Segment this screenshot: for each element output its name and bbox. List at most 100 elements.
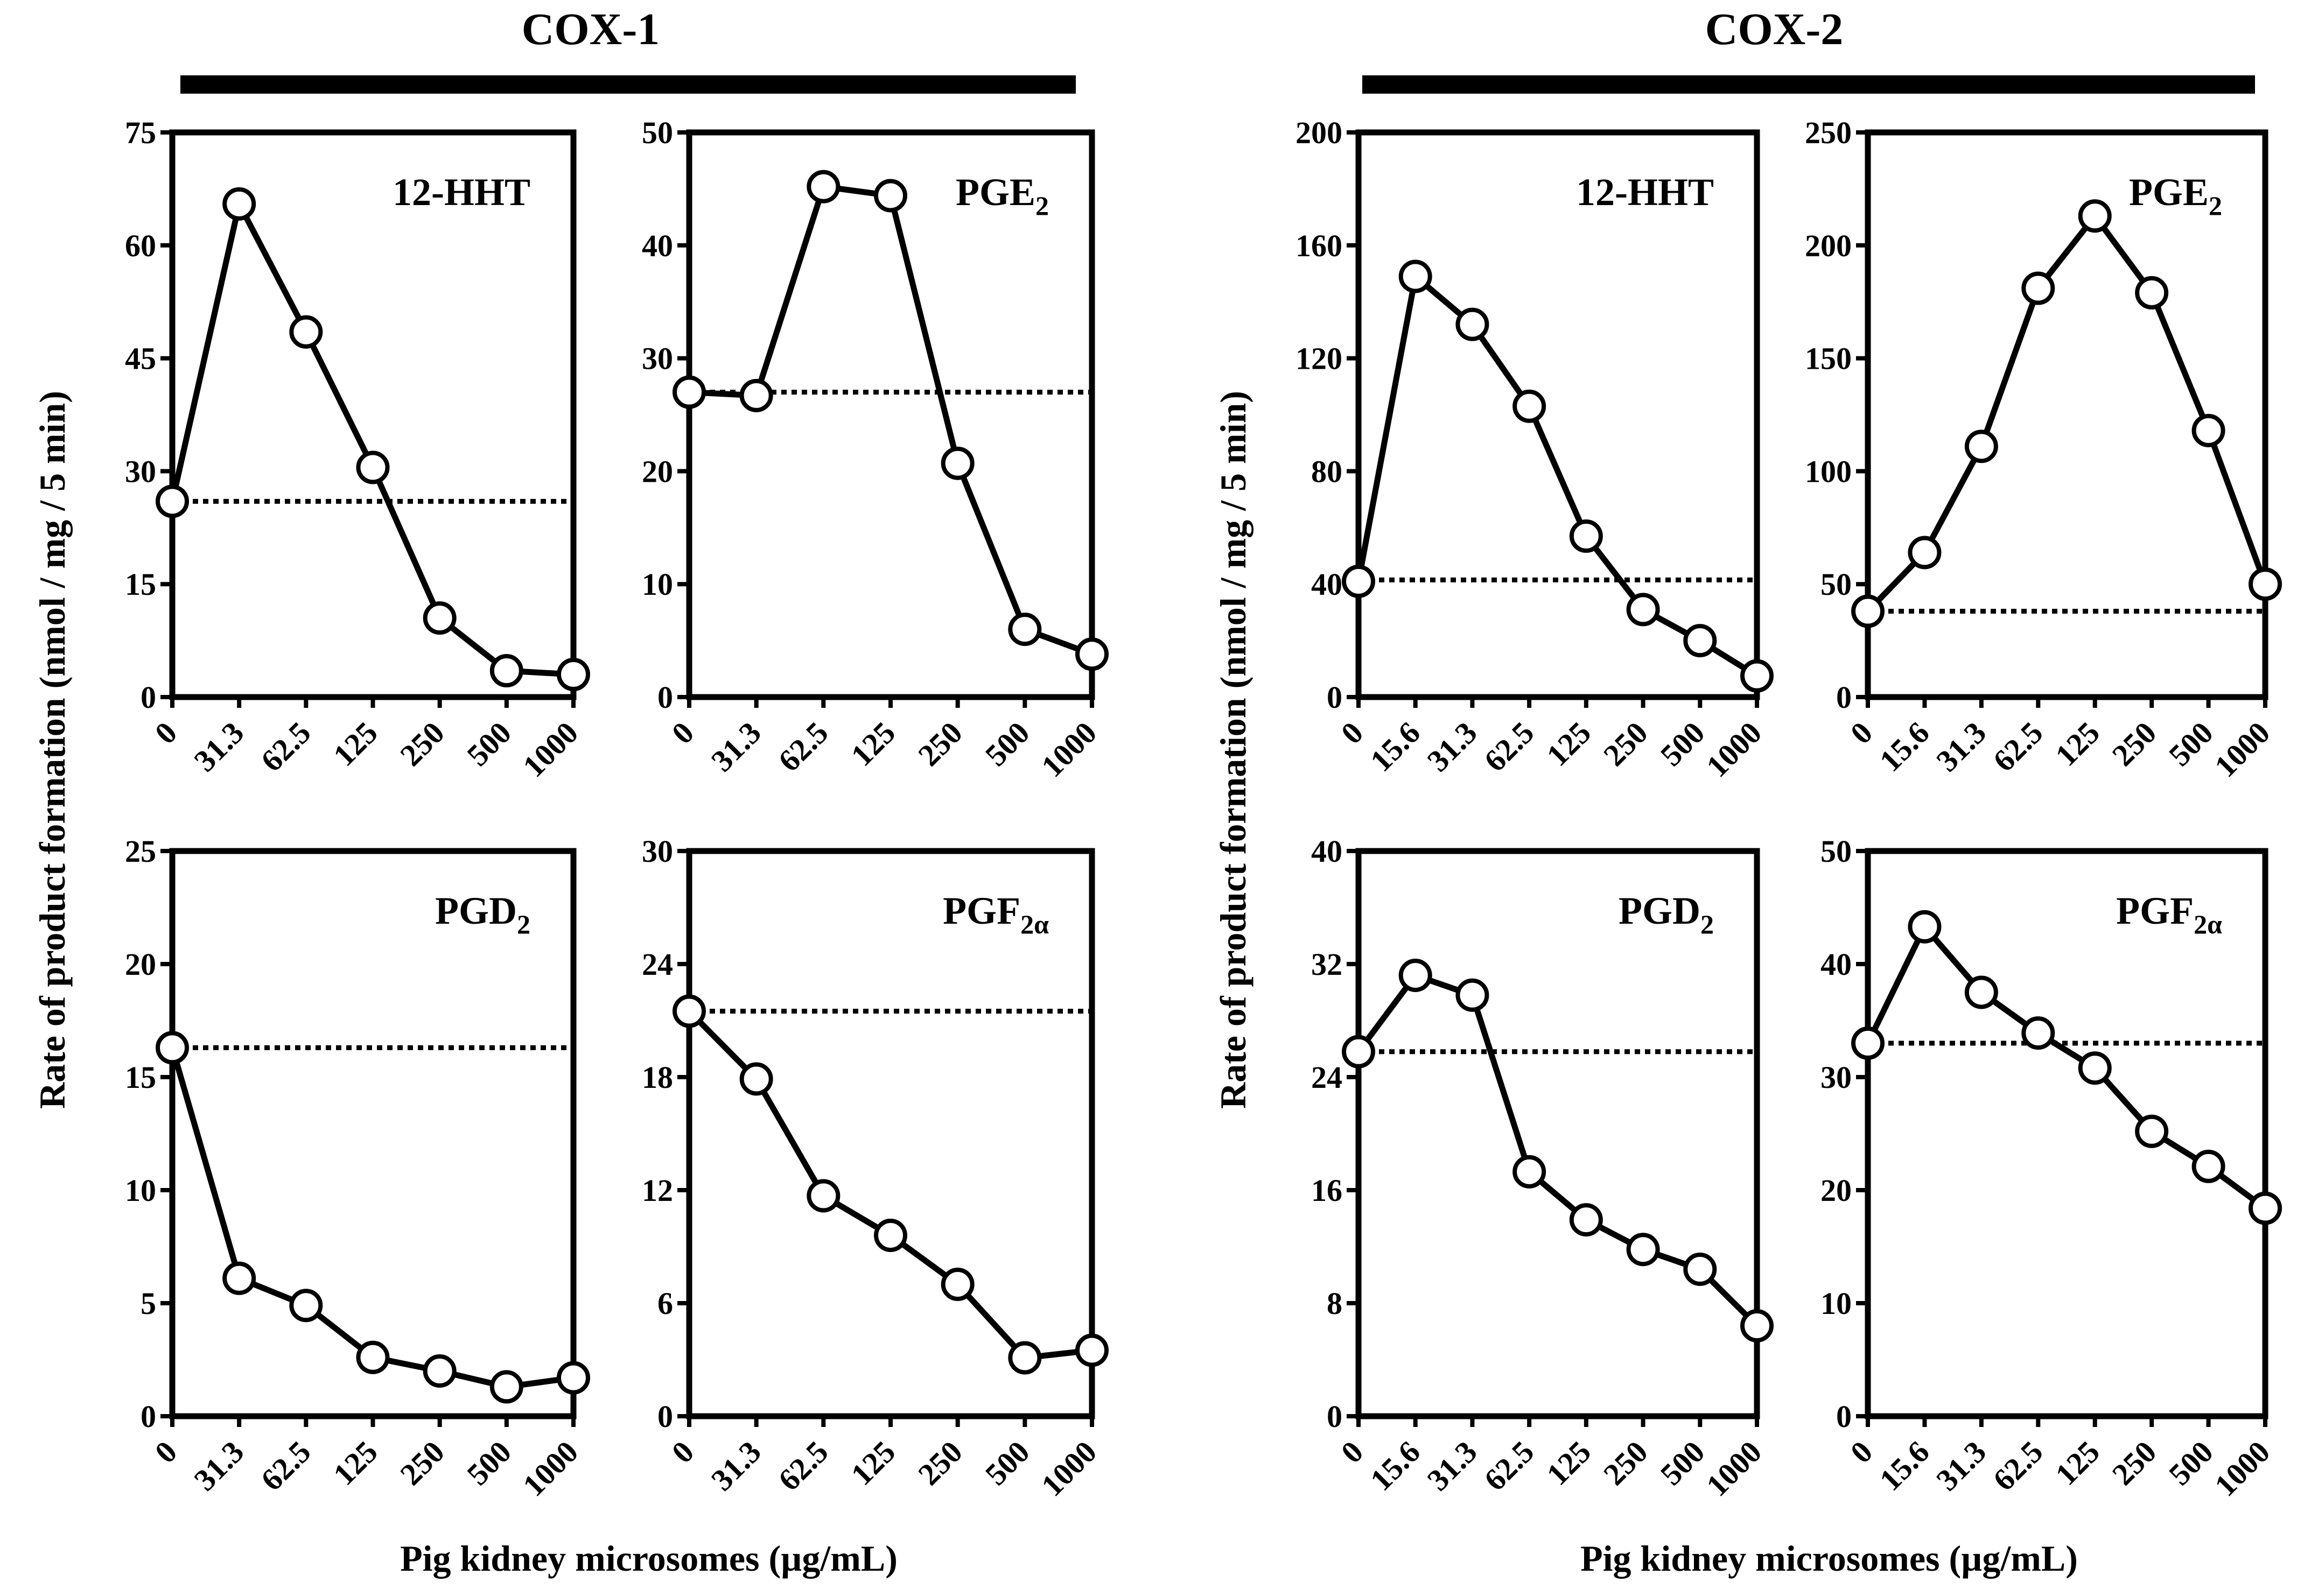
y-tick-label: 10: [125, 1173, 156, 1208]
data-point: [1008, 613, 1042, 646]
data-point: [1964, 430, 1998, 463]
y-axis-title-cox2: Rate of product formation (nmol / mg / 5…: [1213, 391, 1253, 1109]
x-tick-label: 62.5: [254, 1434, 318, 1497]
data-point: [289, 315, 323, 349]
x-tick-label: 125: [844, 1434, 902, 1492]
data-point: [874, 1219, 907, 1252]
x-tick-label: 0: [665, 715, 701, 750]
data-point: [1075, 1333, 1109, 1367]
panel-title-subscript: 2: [2209, 191, 2222, 221]
data-point: [222, 187, 256, 221]
x-tick-label: 1000: [2208, 715, 2277, 784]
data-point: [807, 1179, 841, 1213]
data-point: [2021, 1016, 2055, 1050]
x-tick-label: 1000: [1034, 715, 1103, 784]
panel-title: PGF2α: [943, 889, 1049, 939]
x-tick-label: 0: [1844, 1434, 1879, 1470]
data-point: [356, 1340, 390, 1374]
panel-frame: [169, 848, 577, 1419]
y-tick-label: 30: [125, 454, 156, 489]
panel-title: PGD2: [1619, 889, 1714, 939]
series-line: [689, 184, 1093, 657]
x-tick-label: 0: [148, 1434, 184, 1470]
y-tick-label: 25: [125, 834, 156, 869]
x-tick-label: 31.3: [704, 715, 768, 778]
x-tick-label: 31.3: [1929, 715, 1993, 778]
data-point: [941, 1268, 975, 1301]
y-tick-label: 45: [125, 341, 156, 376]
data-point: [2249, 567, 2282, 601]
data-point: [2191, 413, 2225, 447]
y-tick-label: 0: [657, 680, 673, 715]
x-tick-label: 0: [1334, 715, 1370, 750]
y-tick-label: 250: [1805, 115, 1852, 150]
y-tick-label: 200: [1805, 228, 1852, 263]
x-tick-label: 62.5: [772, 1434, 835, 1497]
x-tick-label: 250: [1596, 715, 1654, 772]
x-tick-label: 250: [2105, 715, 2163, 772]
x-tick-label: 31.3: [187, 715, 251, 778]
data-point: [356, 451, 390, 484]
panel-title-main: PGF: [2116, 889, 2194, 932]
x-tick-label: 1000: [1699, 715, 1768, 784]
series-line: [1355, 273, 1759, 679]
series-line: [169, 1046, 574, 1390]
y-axis-title-cox1: Rate of product formation (nmol / mg / 5…: [32, 391, 73, 1109]
data-point: [1740, 1309, 1774, 1342]
panel-frame: [1865, 129, 2268, 700]
x-tick-label: 125: [2048, 715, 2106, 772]
data-point: [423, 601, 457, 635]
panel-5: 04080120160200015.631.362.51252505001000…: [1295, 115, 1774, 784]
y-tick-label: 6: [657, 1286, 673, 1321]
x-tick-label: 500: [978, 715, 1036, 772]
y-tick-label: 40: [1311, 567, 1342, 602]
y-tick-label: 18: [642, 1060, 673, 1095]
x-tick-label: 500: [1654, 715, 1711, 772]
data-point: [807, 170, 841, 203]
data-point: [1075, 637, 1109, 671]
y-tick-label: 20: [1820, 1173, 1852, 1208]
panel-frame: [1865, 848, 2268, 1419]
x-tick-label: 0: [1844, 715, 1879, 750]
x-tick-label: 250: [1596, 1434, 1654, 1492]
y-tick-label: 15: [125, 567, 156, 602]
panel-title-main: 12-HHT: [1576, 171, 1714, 214]
x-tick-label: 15.6: [1873, 1434, 1936, 1497]
panel-title-subscript: 2: [1035, 191, 1049, 221]
data-point: [1908, 910, 1942, 944]
x-axis-title-cox1: Pig kidney microsomes (µg/mL): [400, 1538, 898, 1579]
data-point: [1851, 594, 1885, 628]
x-tick-label: 250: [393, 715, 451, 772]
data-point: [156, 1031, 189, 1065]
panel-title-main: 12-HHT: [393, 171, 530, 214]
y-tick-label: 20: [125, 947, 156, 982]
x-tick-label: 250: [911, 715, 969, 772]
y-tick-label: 8: [1327, 1286, 1342, 1321]
data-point: [1512, 1155, 1546, 1189]
y-tick-label: 30: [642, 341, 673, 376]
x-tick-label: 500: [2162, 715, 2219, 772]
x-tick-label: 125: [326, 715, 384, 772]
data-point: [2135, 1114, 2169, 1148]
panel-title: PGF2α: [2116, 889, 2222, 939]
x-tick-label: 62.5: [1477, 715, 1541, 778]
data-point: [2249, 1191, 2282, 1225]
x-tick-label: 1000: [516, 715, 585, 784]
panel-frame: [686, 129, 1095, 700]
x-tick-label: 1000: [2208, 1434, 2277, 1503]
data-point: [1908, 536, 1942, 570]
y-tick-label: 100: [1805, 454, 1852, 489]
x-tick-label: 0: [1334, 1434, 1370, 1470]
data-point: [2078, 199, 2112, 233]
series-line: [1866, 213, 2268, 614]
x-tick-label: 500: [460, 1434, 518, 1492]
panel-6: 050100150200250015.631.362.5125250500100…: [1805, 115, 2282, 784]
data-point: [1569, 1203, 1603, 1237]
y-tick-label: 120: [1295, 341, 1342, 376]
data-point: [941, 446, 975, 480]
panel-title-subscript: 2α: [2194, 909, 2222, 939]
y-tick-label: 32: [1311, 947, 1342, 982]
